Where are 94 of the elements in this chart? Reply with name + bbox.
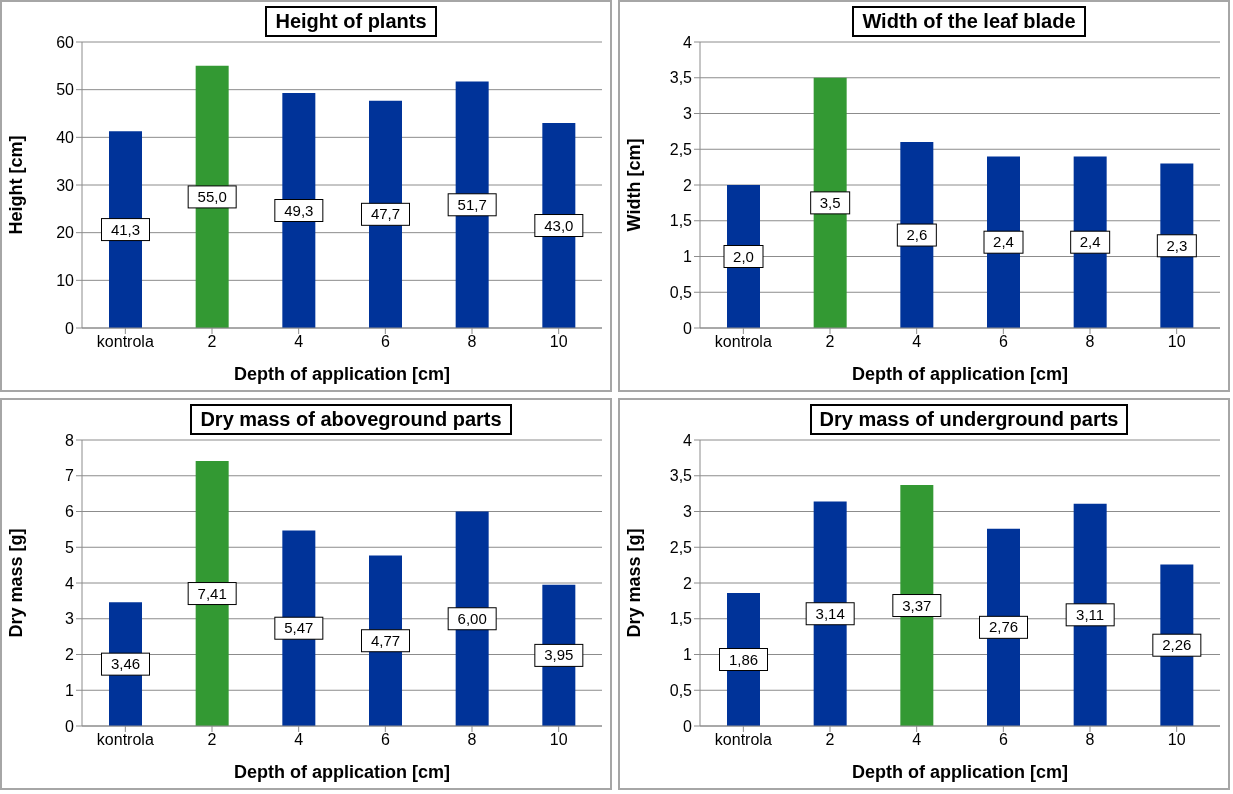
data-label: 43,0: [544, 216, 574, 234]
y-tick-label: 2: [683, 574, 693, 592]
x-tick-label: 2: [825, 333, 835, 351]
y-tick-label: 3,5: [669, 467, 693, 485]
y-tick-label: 0: [65, 717, 75, 735]
x-tick-label: 10: [549, 333, 568, 351]
x-tick-label: 6: [380, 333, 390, 351]
x-tick-label: 2: [825, 731, 835, 749]
data-label: 3,5: [819, 193, 841, 211]
x-tick-label: 10: [549, 731, 568, 749]
y-tick-label: 6: [65, 503, 75, 521]
data-label: 6,00: [457, 609, 487, 627]
x-tick-label: 8: [1085, 333, 1095, 351]
y-tick-label: 4: [65, 574, 75, 592]
y-tick-label: 50: [56, 81, 75, 99]
y-tick-label: 0,5: [669, 283, 693, 301]
y-tick-label: 1: [683, 646, 693, 664]
y-tick-label: 60: [56, 33, 75, 51]
y-tick-label: 0: [65, 319, 75, 337]
y-tick-label: 3: [65, 610, 75, 628]
y-tick-label: 2: [683, 176, 693, 194]
data-label: 55,0: [197, 187, 227, 205]
x-tick-label: 10: [1167, 731, 1186, 749]
x-tick-label: 8: [1085, 731, 1095, 749]
data-label: 2,76: [988, 618, 1019, 636]
x-tick-label: kontrola: [714, 333, 772, 351]
x-tick-label: 4: [294, 333, 304, 351]
data-label: 2,0: [733, 247, 754, 265]
x-tick-label: 6: [380, 731, 390, 749]
x-tick-label: kontrola: [714, 731, 772, 749]
data-label: 2,3: [1166, 236, 1188, 254]
x-axis-title: Depth of application [cm]: [852, 762, 1068, 782]
y-tick-label: 20: [56, 224, 75, 242]
data-label: 3,46: [110, 655, 141, 673]
y-tick-label: 1,5: [669, 212, 693, 230]
y-tick-label: 10: [56, 272, 75, 290]
data-label: 2,26: [1162, 636, 1192, 654]
x-tick-label: 10: [1167, 333, 1186, 351]
y-tick-label: 2,5: [669, 538, 693, 556]
data-label: 3,14: [815, 604, 845, 622]
y-tick-label: 8: [65, 431, 75, 449]
y-axis-title: Dry mass [g]: [6, 528, 27, 638]
data-label: 3,95: [544, 646, 574, 664]
data-label: 2,4: [1079, 233, 1101, 251]
chart-title: Dry mass of underground parts: [809, 404, 1129, 435]
x-axis-title: Depth of application [cm]: [234, 364, 450, 384]
x-tick-label: 2: [207, 731, 217, 749]
y-tick-label: 2,5: [669, 140, 693, 158]
data-label: 41,3: [110, 220, 141, 238]
y-tick-label: 7: [65, 467, 75, 485]
y-tick-label: 1,5: [669, 610, 693, 628]
data-label: 4,77: [370, 631, 401, 649]
data-label: 2,4: [993, 233, 1014, 251]
data-label: 1,86: [728, 650, 759, 668]
y-tick-label: 3,5: [669, 69, 693, 87]
data-label: 7,41: [197, 584, 227, 602]
chart-title: Height of plants: [265, 6, 437, 37]
x-tick-label: kontrola: [96, 731, 154, 749]
y-tick-label: 2: [65, 646, 75, 664]
x-tick-label: 4: [912, 333, 922, 351]
y-tick-label: 0: [683, 717, 693, 735]
x-tick-label: 6: [998, 731, 1008, 749]
y-tick-label: 0: [683, 319, 693, 337]
x-axis-title: Depth of application [cm]: [234, 762, 450, 782]
x-tick-label: 4: [912, 731, 922, 749]
data-label: 5,47: [284, 619, 314, 637]
y-tick-label: 3: [683, 503, 693, 521]
x-tick-label: kontrola: [96, 333, 154, 351]
y-tick-label: 30: [56, 176, 75, 194]
y-tick-label: 40: [56, 129, 75, 147]
x-axis-title: Depth of application [cm]: [852, 364, 1068, 384]
y-axis-title: Dry mass [g]: [624, 528, 645, 638]
x-tick-label: 8: [467, 731, 477, 749]
y-tick-label: 5: [65, 538, 75, 556]
x-tick-label: 2: [207, 333, 217, 351]
y-tick-label: 0,5: [669, 681, 693, 699]
chart-title: Width of the leaf blade: [852, 6, 1086, 37]
data-label: 49,3: [284, 201, 314, 219]
x-tick-label: 8: [467, 333, 477, 351]
y-axis-title: Height [cm]: [6, 135, 27, 235]
data-label: 3,37: [902, 596, 932, 614]
y-tick-label: 1: [683, 248, 693, 266]
data-label: 51,7: [457, 195, 487, 213]
y-tick-label: 4: [683, 431, 693, 449]
y-tick-label: 1: [65, 681, 75, 699]
y-tick-label: 4: [683, 33, 693, 51]
x-tick-label: 4: [294, 731, 304, 749]
data-label: 3,11: [1076, 605, 1105, 623]
x-tick-label: 6: [998, 333, 1008, 351]
data-label: 47,7: [370, 205, 401, 223]
y-axis-title: Width [cm]: [624, 138, 645, 232]
chart-title: Dry mass of aboveground parts: [190, 404, 512, 435]
y-tick-label: 3: [683, 105, 693, 123]
data-label: 2,6: [906, 226, 928, 244]
